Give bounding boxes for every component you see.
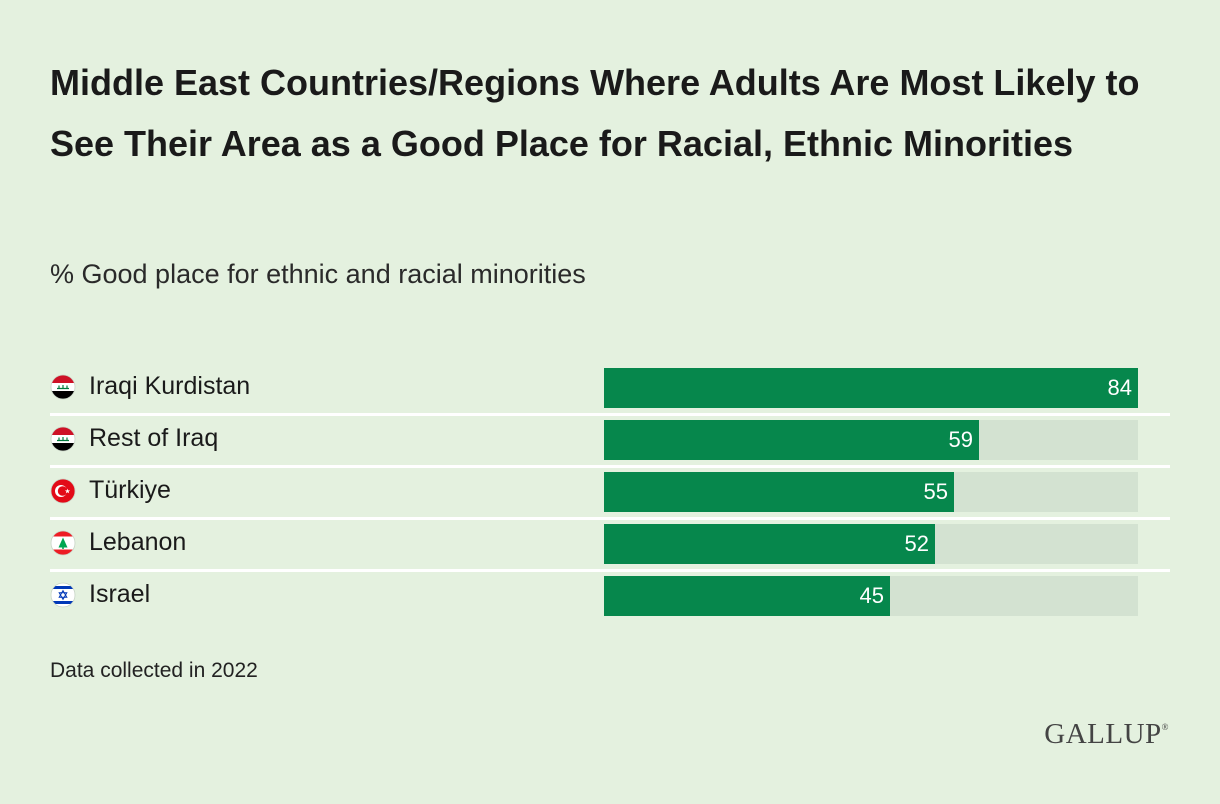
bar: 52 [604, 524, 935, 564]
data-note: Data collected in 2022 [50, 659, 258, 682]
bar-row: Israel 45 [50, 570, 1170, 622]
bar-track: 52 [604, 524, 1138, 564]
bar: 84 [604, 368, 1138, 408]
turkiye-flag-icon [50, 478, 76, 504]
iraq-flag-icon [50, 374, 76, 400]
category-label: Rest of Iraq [89, 424, 219, 452]
row-divider [50, 413, 1170, 416]
row-divider [50, 517, 1170, 520]
bar-track: 55 [604, 472, 1138, 512]
bar-track: 84 [604, 368, 1138, 408]
chart-subtitle: % Good place for ethnic and racial minor… [50, 259, 586, 289]
category-label: Iraqi Kurdistan [89, 372, 251, 400]
bar-row: Iraqi Kurdistan 84 [50, 362, 1170, 414]
bar-row: Rest of Iraq 59 [50, 414, 1170, 466]
bar-track: 59 [604, 420, 1138, 460]
category-label: Türkiye [89, 476, 171, 504]
category-label: Israel [89, 580, 151, 608]
chart-title: Middle East Countries/Regions Where Adul… [50, 62, 1140, 164]
bar-row: Lebanon 52 [50, 518, 1170, 570]
bar-value-label: 59 [948, 427, 973, 452]
bar-value-label: 84 [1107, 375, 1132, 400]
bar: 59 [604, 420, 979, 460]
gallup-logo: GALLUP® [1044, 718, 1169, 750]
bar-row: Türkiye 55 [50, 466, 1170, 518]
bar-track: 45 [604, 576, 1138, 616]
category-label: Lebanon [89, 528, 187, 556]
bar-value-label: 55 [923, 479, 948, 504]
bar-value-label: 52 [904, 531, 929, 556]
lebanon-flag-icon [50, 530, 76, 556]
row-divider [50, 465, 1170, 468]
bar-value-label: 45 [859, 583, 884, 608]
bar: 45 [604, 576, 890, 616]
row-divider [50, 569, 1170, 572]
israel-flag-icon [50, 582, 76, 608]
bar: 55 [604, 472, 954, 512]
bar-chart: Iraqi Kurdistan 84 Rest of Iraq 59 Türkiye 55… [50, 362, 1170, 624]
iraq-flag-icon [50, 426, 76, 452]
